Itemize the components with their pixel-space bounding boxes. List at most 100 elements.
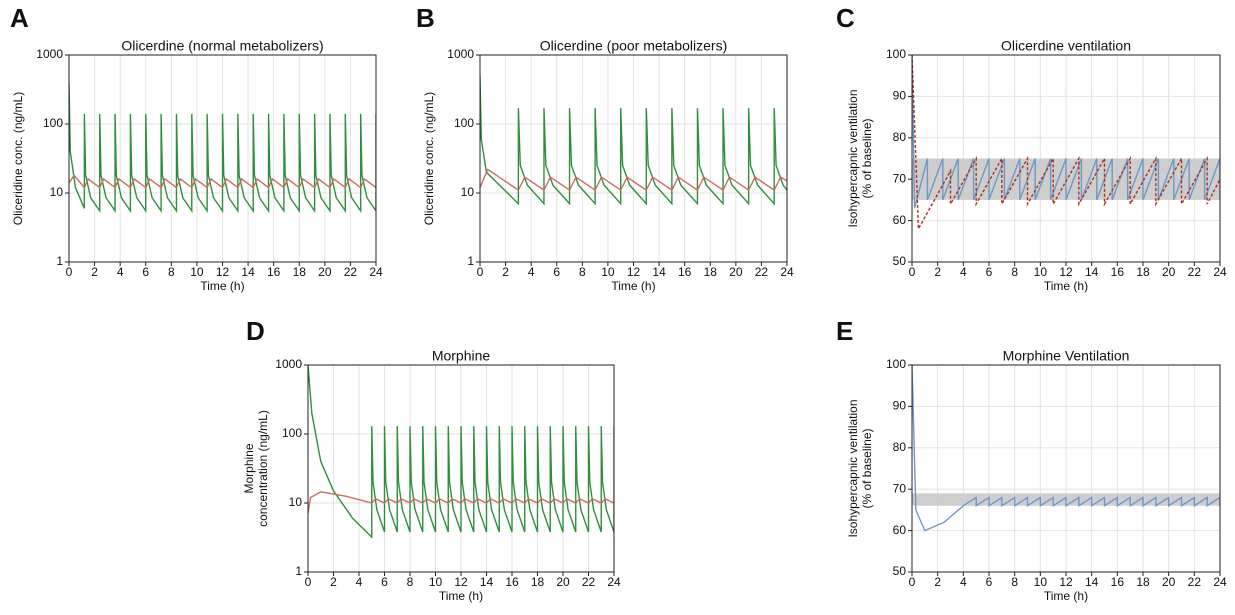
panel-letter: E <box>836 316 853 346</box>
x-tick-label: 0 <box>909 265 916 279</box>
x-tick-label: 8 <box>579 265 586 279</box>
x-tick-label: 8 <box>1011 575 1018 589</box>
y-tick-label: 1 <box>467 254 474 268</box>
x-tick-label: 20 <box>1162 575 1176 589</box>
plot-frame <box>307 364 615 573</box>
x-tick-label: 22 <box>1188 265 1202 279</box>
x-tick-label: 4 <box>960 265 967 279</box>
y-tick-label: 10 <box>461 185 475 199</box>
x-tick-label: 2 <box>91 265 98 279</box>
y-axis-label: Oliceridine conc. (ng/mL) <box>422 92 436 225</box>
x-tick-label: 14 <box>1085 265 1099 279</box>
x-tick-label: 2 <box>934 575 941 589</box>
x-tick-label: 2 <box>502 265 509 279</box>
x-tick-label: 12 <box>454 575 468 589</box>
y-tick-label: 60 <box>893 213 907 227</box>
panel-letter: A <box>10 3 29 33</box>
x-tick-label: 24 <box>607 575 621 589</box>
data-line <box>308 364 614 539</box>
y-axis-label: (% of baseline) <box>860 428 874 508</box>
x-tick-label: 14 <box>652 265 666 279</box>
x-axis-label: Time (h) <box>200 279 244 293</box>
x-tick-label: 18 <box>1136 575 1150 589</box>
plot-frame <box>911 54 1221 263</box>
x-tick-label: 22 <box>1188 575 1202 589</box>
x-tick-label: 4 <box>356 575 363 589</box>
x-tick-label: 16 <box>505 575 519 589</box>
chart-title: Olicerdine ventilation <box>1001 38 1131 54</box>
plot-frame <box>68 54 377 263</box>
x-tick-label: 18 <box>704 265 718 279</box>
x-tick-label: 10 <box>1034 575 1048 589</box>
y-tick-label: 10 <box>289 495 303 509</box>
x-tick-label: 4 <box>528 265 535 279</box>
y-tick-label: 70 <box>893 481 907 495</box>
x-tick-label: 0 <box>477 265 484 279</box>
y-tick-label: 1000 <box>36 47 63 61</box>
data-line <box>308 491 614 514</box>
x-tick-label: 10 <box>1034 265 1048 279</box>
panel-letter: D <box>246 316 265 346</box>
x-tick-label: 12 <box>216 265 230 279</box>
x-tick-label: 22 <box>582 575 596 589</box>
x-tick-label: 10 <box>601 265 615 279</box>
x-axis-label: Time (h) <box>1044 589 1088 603</box>
x-tick-label: 16 <box>1111 265 1125 279</box>
x-tick-label: 18 <box>1136 265 1150 279</box>
data-line <box>480 168 787 192</box>
y-axis-label: Isohypercapnic ventilation <box>846 399 860 537</box>
data-line <box>480 75 787 206</box>
panel-letter: C <box>836 3 855 33</box>
y-axis-label: concentration (ng/mL) <box>256 410 270 527</box>
y-tick-label: 10 <box>50 185 64 199</box>
y-tick-label: 100 <box>282 426 302 440</box>
x-tick-label: 20 <box>1162 265 1176 279</box>
panel-letter: B <box>416 3 435 33</box>
x-tick-label: 20 <box>556 575 570 589</box>
y-tick-label: 90 <box>893 89 907 103</box>
y-tick-label: 100 <box>886 47 906 61</box>
x-tick-label: 14 <box>480 575 494 589</box>
y-tick-label: 80 <box>893 130 907 144</box>
chart-title: Morphine <box>432 348 491 364</box>
x-tick-label: 8 <box>407 575 414 589</box>
y-tick-label: 1000 <box>275 357 302 371</box>
data-line <box>912 54 1220 232</box>
y-tick-label: 60 <box>893 523 907 537</box>
y-tick-label: 1000 <box>447 47 474 61</box>
x-tick-label: 14 <box>1085 575 1099 589</box>
x-tick-label: 0 <box>305 575 312 589</box>
x-tick-label: 24 <box>1213 265 1227 279</box>
x-axis-label: Time (h) <box>1044 279 1088 293</box>
x-tick-label: 14 <box>241 265 255 279</box>
x-tick-label: 6 <box>381 575 388 589</box>
y-tick-label: 50 <box>893 564 907 578</box>
y-axis-label: Morphine <box>242 443 256 493</box>
y-tick-label: 100 <box>43 116 63 130</box>
x-tick-label: 10 <box>190 265 204 279</box>
x-tick-label: 12 <box>627 265 641 279</box>
x-tick-label: 0 <box>909 575 916 589</box>
x-tick-label: 22 <box>755 265 769 279</box>
y-tick-label: 1 <box>295 564 302 578</box>
x-tick-label: 18 <box>531 575 545 589</box>
x-tick-label: 24 <box>1213 575 1227 589</box>
x-tick-label: 6 <box>553 265 560 279</box>
x-tick-label: 2 <box>934 265 941 279</box>
x-tick-label: 12 <box>1059 265 1073 279</box>
y-tick-label: 100 <box>454 116 474 130</box>
y-axis-label: Isohypercapnic ventilation <box>846 89 860 227</box>
x-tick-label: 18 <box>293 265 307 279</box>
plot-frame <box>479 54 788 263</box>
x-tick-label: 6 <box>986 265 993 279</box>
x-tick-label: 8 <box>168 265 175 279</box>
x-tick-label: 16 <box>678 265 692 279</box>
x-tick-label: 12 <box>1059 575 1073 589</box>
data-line <box>912 364 1220 532</box>
x-tick-label: 10 <box>429 575 443 589</box>
x-tick-label: 20 <box>729 265 743 279</box>
chart-title: Olicerdine (poor metabolizers) <box>540 38 728 54</box>
x-axis-label: Time (h) <box>611 279 655 293</box>
x-tick-label: 0 <box>66 265 73 279</box>
